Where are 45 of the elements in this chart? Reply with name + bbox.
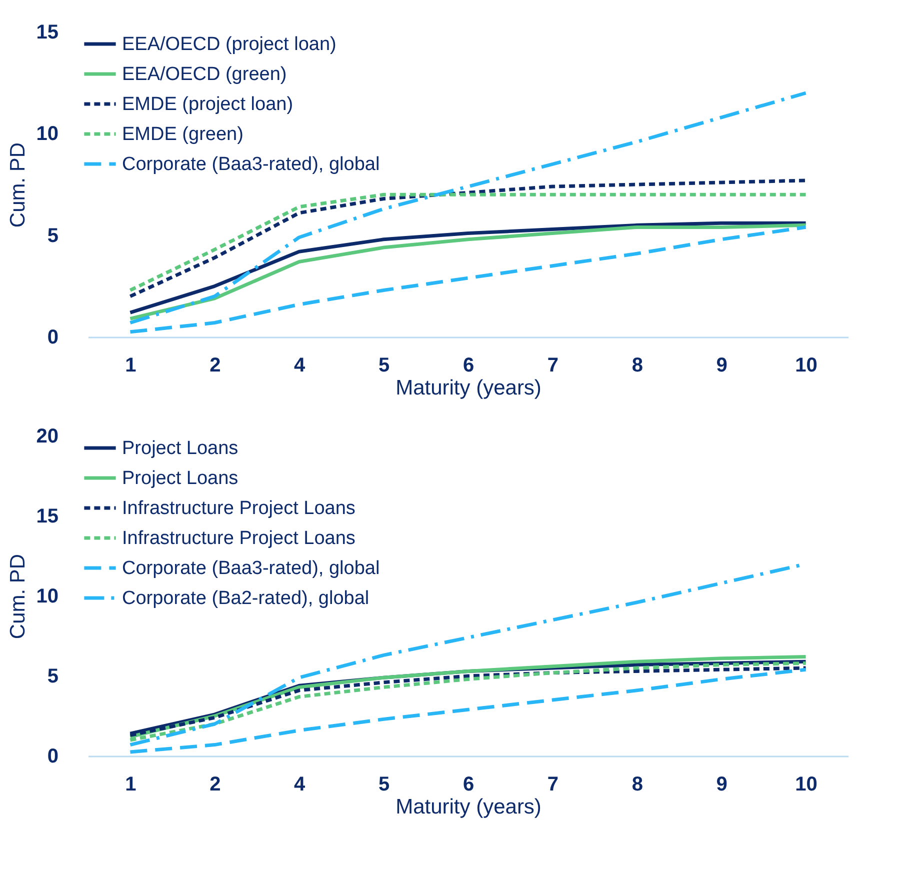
line-series <box>128 668 808 754</box>
x-axis-title: Maturity (years) <box>396 796 542 818</box>
x-tick-label: 1 <box>125 354 136 376</box>
y-tick-label: 10 <box>36 586 58 608</box>
x-tick-label: 9 <box>716 774 728 796</box>
x-tick-label: 10 <box>795 354 818 376</box>
legend-label: Project Loans <box>122 468 238 489</box>
x-tick-label: 5 <box>378 774 390 796</box>
x-tick-label: 1 <box>125 774 136 796</box>
y-tick-label: 0 <box>47 746 58 768</box>
x-tick-label: 8 <box>632 354 643 376</box>
line-series <box>128 192 808 292</box>
legend-label: EEA/OECD (green) <box>122 64 287 85</box>
legend-label: EEA/OECD (project loan) <box>122 34 336 55</box>
legend-label: Infrastructure Project Loans <box>122 528 356 549</box>
y-tick-label: 15 <box>36 506 58 528</box>
legend-label: EMDE (green) <box>122 124 244 145</box>
x-tick-label: 7 <box>547 774 559 796</box>
y-axis-title: Cum. PD <box>6 554 30 640</box>
x-tick-label: 8 <box>632 774 643 796</box>
legend-label: Infrastructure Project Loans <box>122 498 356 519</box>
legend-label: Corporate (Ba2-rated), global <box>122 588 370 609</box>
x-tick-label: 2 <box>210 354 221 376</box>
y-axis-title: Cum. PD <box>6 142 30 228</box>
y-tick-label: 10 <box>36 123 58 146</box>
y-tick-label: 15 <box>36 22 58 44</box>
legend-label: EMDE (project loan) <box>122 94 294 115</box>
x-tick-label: 6 <box>462 354 474 376</box>
y-tick-label: 0 <box>47 326 58 348</box>
x-axis-title: Maturity (years) <box>396 376 542 400</box>
y-tick-label: 20 <box>36 426 58 448</box>
legend-label: Project Loans <box>122 438 238 459</box>
x-tick-label: 9 <box>716 354 728 376</box>
x-tick-label: 4 <box>294 354 306 376</box>
x-tick-label: 6 <box>462 774 474 796</box>
x-tick-label: 7 <box>547 354 559 376</box>
x-tick-label: 2 <box>210 774 221 796</box>
x-tick-label: 10 <box>795 774 818 796</box>
y-tick-label: 5 <box>47 224 58 247</box>
y-tick-label: 5 <box>47 666 58 688</box>
line-series <box>128 178 808 298</box>
x-tick-label: 5 <box>378 354 390 376</box>
x-tick-label: 4 <box>294 774 306 796</box>
legend-label: Corporate (Baa3-rated), global <box>122 154 380 175</box>
legend-label: Corporate (Baa3-rated), global <box>122 558 380 579</box>
